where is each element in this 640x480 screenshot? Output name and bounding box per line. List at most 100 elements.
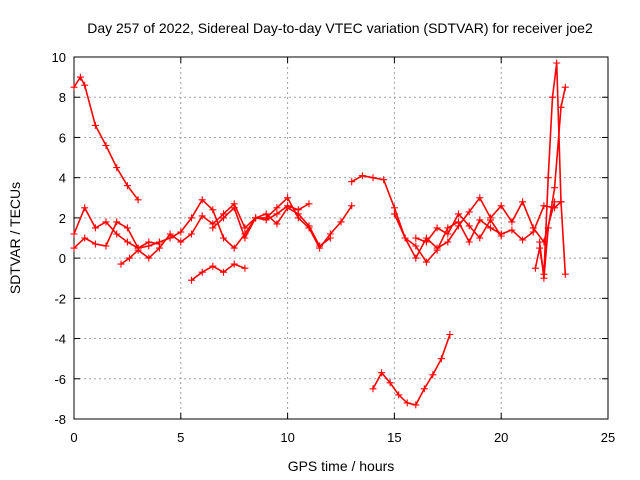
data-point (519, 236, 527, 244)
data-point (348, 178, 356, 186)
data-point (549, 93, 556, 101)
data-point (273, 204, 281, 212)
data-point (220, 234, 227, 242)
data-point (209, 224, 217, 232)
data-point (220, 214, 227, 222)
x-tick-label: 20 (494, 430, 508, 445)
data-point (395, 391, 403, 399)
series-line (212, 203, 310, 240)
data-point (91, 224, 99, 232)
data-point (378, 369, 386, 377)
plot-area (70, 59, 569, 409)
data-point (273, 210, 281, 218)
series-arc-12 (536, 83, 569, 282)
data-point (81, 81, 89, 89)
data-point (348, 202, 356, 210)
data-point (476, 194, 484, 202)
data-point (134, 246, 142, 254)
data-point (433, 246, 441, 254)
data-point (91, 240, 99, 248)
data-point (390, 210, 398, 218)
data-point (455, 218, 462, 226)
data-point (390, 204, 398, 212)
y-axis-label: SDTVAR / TECUs (7, 182, 23, 294)
data-point (117, 260, 125, 268)
data-point (433, 224, 441, 232)
series-line (538, 87, 567, 279)
series-arc-5 (188, 260, 249, 284)
data-point (369, 174, 377, 182)
data-point (444, 224, 452, 232)
data-point (444, 238, 452, 246)
data-point (557, 198, 565, 206)
data-point (188, 276, 195, 284)
y-tick-label: -4 (54, 332, 66, 347)
data-point (241, 264, 249, 272)
data-point (386, 379, 394, 387)
series-line (73, 75, 139, 201)
data-point (412, 254, 420, 262)
series-arc-8 (390, 198, 565, 266)
data-point (209, 262, 217, 270)
data-point (337, 218, 345, 226)
data-point (252, 214, 260, 222)
y-tick-label: 4 (59, 171, 66, 186)
data-point (123, 182, 131, 190)
data-point (177, 238, 185, 246)
data-point (273, 220, 281, 228)
data-point (188, 214, 195, 222)
data-point (422, 258, 430, 266)
y-tick-label: -2 (54, 291, 66, 306)
data-point (91, 121, 99, 129)
data-point (305, 200, 313, 208)
data-point (476, 216, 484, 224)
data-point (198, 212, 206, 220)
series-line (191, 263, 246, 281)
x-tick-label: 25 (601, 430, 615, 445)
data-point (230, 260, 238, 268)
data-point (508, 226, 516, 234)
data-point (553, 59, 561, 67)
data-point (557, 103, 565, 111)
data-point (544, 174, 552, 182)
data-point (444, 230, 452, 238)
data-point (145, 254, 153, 262)
data-point (420, 385, 428, 393)
data-point (551, 204, 559, 212)
data-point (123, 238, 131, 246)
data-point (437, 355, 445, 363)
x-tick-label: 0 (70, 430, 77, 445)
data-point (487, 216, 494, 224)
data-point (369, 385, 377, 393)
data-point (113, 218, 121, 226)
data-point (81, 234, 89, 242)
data-point (429, 371, 437, 379)
data-point (70, 244, 78, 252)
axis-ticks: 0 5 10 15 20 25 -8 -6 -4 -2 0 2 4 6 8 10 (52, 50, 616, 445)
chart-title: Day 257 of 2022, Sidereal Day-to-day VTE… (87, 20, 593, 36)
series-line (372, 334, 451, 406)
data-point (230, 244, 238, 252)
plot-frame (73, 56, 609, 420)
data-point (294, 206, 302, 214)
data-point (561, 270, 569, 278)
series-line (351, 174, 556, 260)
y-tick-label: 0 (59, 251, 66, 266)
data-point (412, 401, 420, 409)
data-point (70, 83, 78, 91)
data-point (123, 224, 131, 232)
x-tick-label: 5 (177, 430, 184, 445)
y-tick-label: -6 (54, 372, 66, 387)
y-tick-label: 10 (52, 50, 66, 65)
data-point (70, 230, 78, 238)
data-point (316, 242, 324, 250)
series-arc-10 (369, 331, 454, 409)
data-point (155, 238, 163, 246)
data-point (113, 164, 121, 172)
data-point (403, 399, 411, 407)
x-tick-label: 15 (387, 430, 401, 445)
data-point (497, 202, 505, 210)
data-point (262, 210, 270, 218)
